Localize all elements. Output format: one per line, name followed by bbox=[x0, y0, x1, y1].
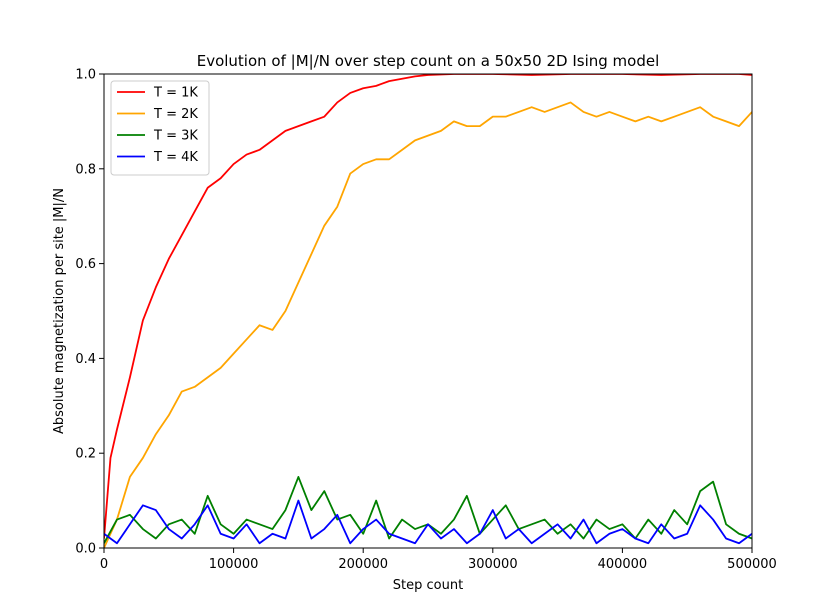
legend: T = 1K T = 2K T = 3K T = 4K bbox=[110, 80, 210, 176]
legend-label: T = 1K bbox=[153, 86, 198, 101]
x-axis-label: Step count bbox=[393, 578, 463, 593]
legend-label: T = 4K bbox=[153, 150, 198, 165]
x-tick-label: 300000 bbox=[468, 557, 518, 572]
legend-label: T = 2K bbox=[153, 107, 198, 122]
x-tick-label: 0 bbox=[100, 557, 108, 572]
chart-title: Evolution of |M|/N over step count on a … bbox=[197, 52, 660, 70]
legend-box bbox=[110, 80, 210, 176]
x-tick-label: 200000 bbox=[338, 557, 388, 572]
y-axis-label: Absolute magnetization per site |M|/N bbox=[52, 188, 67, 434]
plot-area: 0 100000 200000 300000 400000 500000 0.0 0.2 0.4… bbox=[75, 68, 777, 573]
y-tick-label: 0.6 bbox=[75, 257, 96, 272]
series-lines bbox=[104, 74, 752, 548]
x-tick-label: 500000 bbox=[727, 557, 777, 572]
series-line-1 bbox=[104, 74, 752, 539]
x-tick-label: 400000 bbox=[598, 557, 648, 572]
series-line-4 bbox=[104, 499, 752, 545]
y-tick-label: 1.0 bbox=[75, 68, 96, 83]
y-tick-label: 0.8 bbox=[75, 162, 96, 177]
y-tick-label: 0.4 bbox=[75, 352, 96, 367]
series-line-2 bbox=[104, 101, 752, 548]
x-tick-label: 100000 bbox=[209, 557, 259, 572]
y-tick-label: 0.0 bbox=[75, 542, 96, 557]
legend-label: T = 3K bbox=[153, 129, 198, 144]
plot-frame bbox=[103, 73, 753, 549]
y-tick-label: 0.2 bbox=[75, 447, 96, 462]
